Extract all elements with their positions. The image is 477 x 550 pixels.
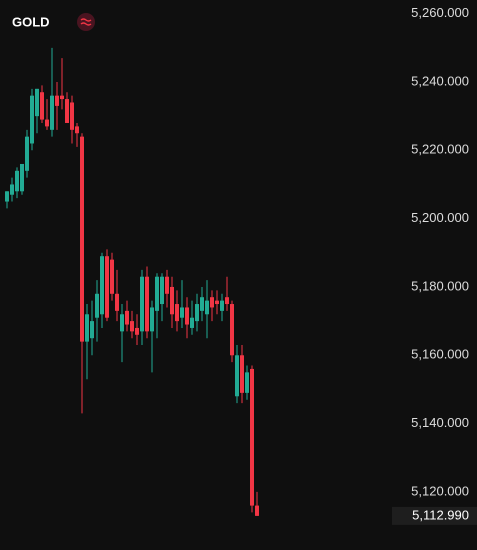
candle-body [100,256,104,315]
candle-body [55,95,59,106]
candle-body [130,321,134,332]
candle-body [60,95,64,100]
chart-title: GOLD [12,14,50,29]
candle-body [45,119,49,127]
candle-body [20,163,24,192]
candle-body [75,126,79,134]
candle-body [90,321,94,339]
candle-body [170,286,174,315]
y-tick-label: 5,260.000 [411,5,469,20]
candle-body [205,300,209,315]
candle-body [150,307,154,332]
y-tick-label: 5,140.000 [411,415,469,430]
candle-body [25,136,29,171]
candle-body [110,259,114,294]
candle-body [185,307,189,325]
last-price-label: 5,112.990 [412,507,469,522]
candle-body [120,314,124,332]
candle-body [105,256,109,318]
candle-body [115,293,119,311]
candle-body [30,95,34,144]
y-tick-label: 5,120.000 [411,483,469,498]
candle-body [245,372,249,393]
candle-body [180,307,184,318]
candle-body [15,170,19,192]
candle-body [230,304,234,356]
candle-body [70,102,74,130]
candle-body [195,304,199,322]
y-tick-label: 5,240.000 [411,73,469,88]
candle-body [250,368,254,506]
candle-body [10,184,14,195]
candle-body [220,300,224,311]
candle-body [210,297,214,308]
candle-body [165,276,169,294]
candle-body [155,276,159,311]
candle-body [65,99,69,123]
candle-body [225,297,229,305]
candle-body [50,95,54,130]
candle-body [95,293,99,318]
candle-body [200,297,204,311]
last-price-box [392,506,477,525]
candle-body [140,276,144,332]
candle-body [5,191,9,202]
candle-body [240,355,244,393]
y-tick-label: 5,180.000 [411,278,469,293]
candle-body [235,355,239,397]
candle-body [80,136,84,342]
candle-body [85,314,89,342]
candle-body [190,317,194,328]
candle-body [215,300,219,305]
candle-body [160,276,164,305]
candle-body [255,505,259,516]
candle-body [135,327,139,335]
candle-body [175,304,179,322]
symbol-icon [77,13,95,31]
y-tick-label: 5,200.000 [411,210,469,225]
y-tick-label: 5,220.000 [411,142,469,157]
candle-body [125,310,129,325]
candle-body [145,276,149,332]
candle-body [40,92,44,120]
y-tick-label: 5,160.000 [411,347,469,362]
candle-body [35,88,39,117]
